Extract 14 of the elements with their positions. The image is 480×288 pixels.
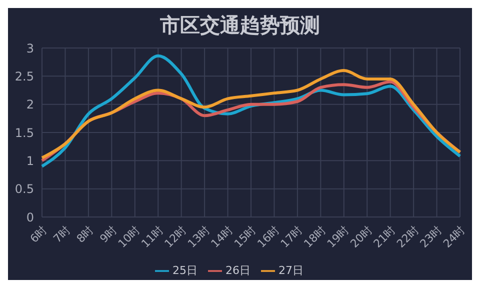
legend-label: 25日 bbox=[172, 264, 198, 277]
y-tick-label: 1 bbox=[26, 154, 34, 168]
y-tick-label: 0.5 bbox=[14, 182, 34, 196]
x-tick-label: 7时 bbox=[50, 223, 73, 246]
legend-label: 26日 bbox=[226, 264, 250, 277]
legend-label: 27日 bbox=[278, 264, 304, 277]
x-tick-label: 6时 bbox=[28, 223, 50, 246]
y-tick-label: 2.5 bbox=[14, 69, 34, 84]
y-tick-label: 1.5 bbox=[14, 126, 34, 140]
x-tick-label: 8时 bbox=[74, 223, 96, 246]
y-tick-label: 2 bbox=[26, 98, 34, 112]
chart-title: 市区交通趋势预测 bbox=[159, 12, 321, 39]
y-tick-label: 3 bbox=[26, 41, 34, 56]
y-tick-label: 0 bbox=[26, 210, 34, 224]
